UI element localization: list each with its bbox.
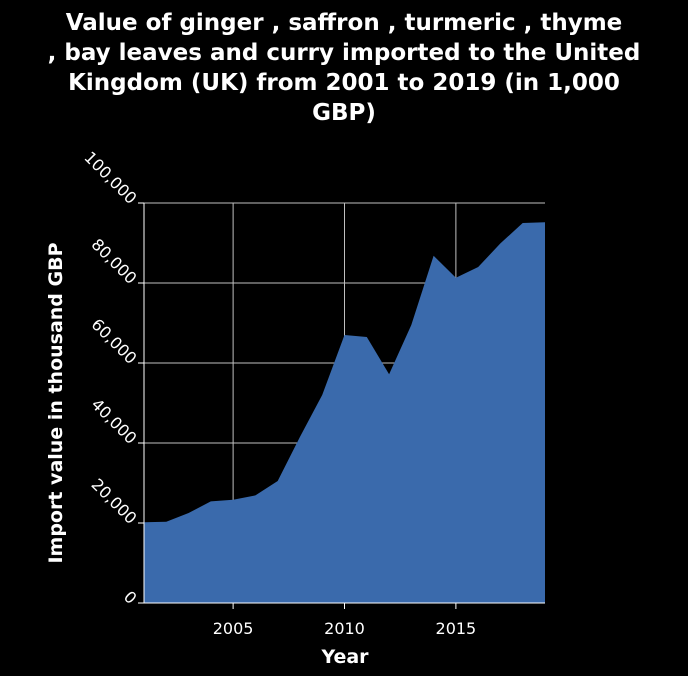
y-axis-label: Import value in thousand GBP	[45, 242, 67, 563]
chart-title-line-4: GBP)	[312, 100, 376, 126]
y-tick-label-0: 0	[120, 587, 141, 608]
chart-title: Value of ginger , saffron , turmeric , t…	[48, 10, 641, 126]
x-tick-label-2010: 2010	[324, 619, 365, 638]
y-tick-label-1: 20,000	[88, 475, 141, 528]
y-tick-label-5: 100,000	[80, 148, 140, 208]
chart-title-line-1: Value of ginger , saffron , turmeric , t…	[66, 10, 623, 36]
area-series	[144, 222, 545, 603]
y-tick-label-4: 80,000	[88, 235, 141, 288]
y-tick-label-3: 60,000	[88, 315, 141, 368]
plot-area: 2005 2010 2015 0 20,000 40,000 60,000 80,000 100…	[80, 148, 545, 638]
x-tick-label-2015: 2015	[436, 619, 477, 638]
x-tick-label-2005: 2005	[213, 619, 254, 638]
x-axis-label: Year	[320, 646, 369, 668]
y-tick-label-2: 40,000	[88, 395, 141, 448]
chart-title-line-3: Kingdom (UK) from 2001 to 2019 (in 1,000	[68, 70, 620, 96]
chart-title-line-2: , bay leaves and curry imported to the U…	[48, 40, 641, 66]
